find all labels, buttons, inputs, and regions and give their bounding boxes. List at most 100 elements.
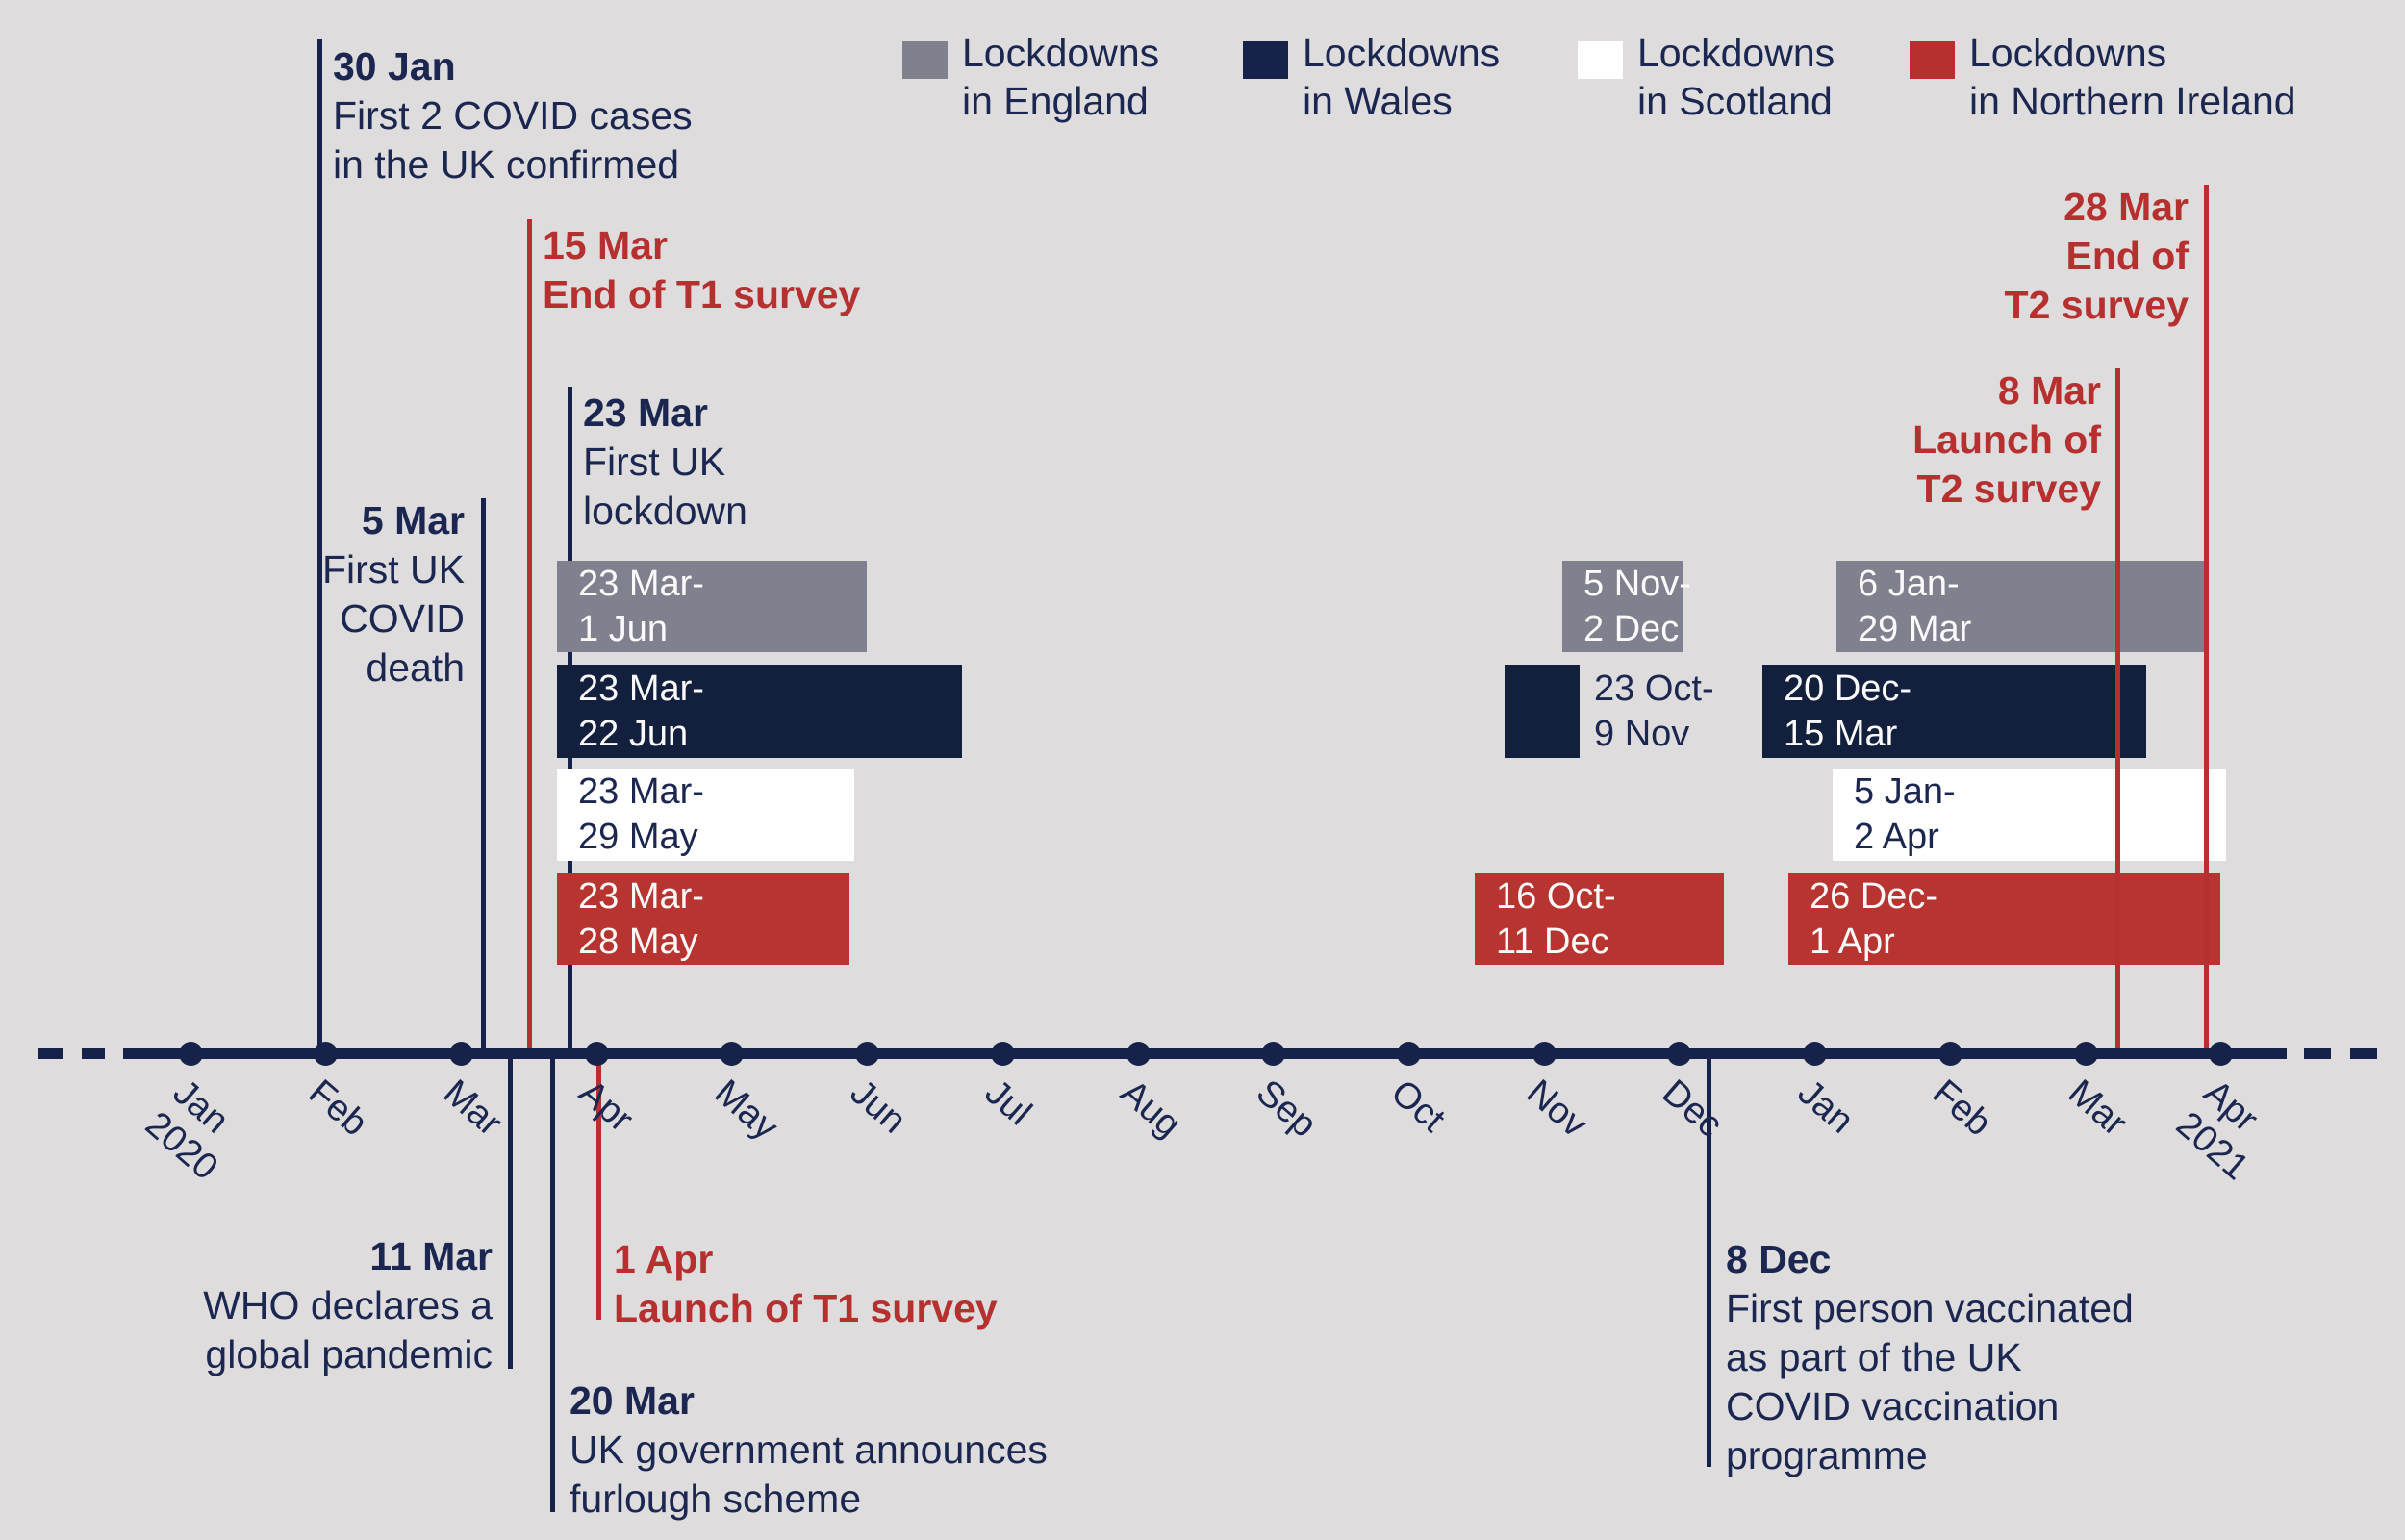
month-label-sep: Sep — [1248, 1072, 1325, 1146]
event-text-line: T2 survey — [2004, 283, 2189, 327]
axis-dash — [2350, 1048, 2377, 1059]
bar-label-line: 23 Mar- — [578, 668, 704, 709]
axis-dash — [82, 1048, 105, 1059]
event-text-line: as part of the UK — [1726, 1335, 2022, 1379]
month-label-jul: Jul — [976, 1072, 1040, 1134]
event-line-t1-launch — [596, 1059, 601, 1320]
bar-label-line: 11 Dec — [1496, 921, 1609, 962]
event-text-first-cases: 30 Jan First 2 COVID cases in the UK confi… — [333, 42, 693, 189]
lockdown-bar-northern-ireland-2: 26 Dec- 1 Apr — [1788, 873, 2220, 965]
bar-label-line: 23 Mar- — [578, 771, 704, 812]
lockdown-bar-england-1: 5 Nov- 2 Dec — [1562, 561, 1691, 652]
event-text-line: UK government announces — [570, 1427, 1048, 1472]
month-dot-mar — [2074, 1042, 2098, 1066]
month-label-may: May — [706, 1072, 786, 1149]
bar-label-line: 23 Mar- — [578, 875, 704, 917]
bar-label-line: 20 Dec- — [1784, 668, 1912, 709]
event-line-furlough — [550, 1059, 555, 1512]
event-text-line: End of T1 survey — [543, 272, 861, 316]
event-text-line: furlough scheme — [570, 1477, 862, 1521]
month-dot-feb — [314, 1042, 338, 1066]
bar-label-line: 6 Jan- — [1858, 563, 1960, 604]
event-text-line: Launch of — [1912, 417, 2101, 462]
event-line-t1-end — [527, 219, 532, 1048]
event-text-line: Launch of T1 survey — [614, 1286, 998, 1330]
event-text-t2-end: 28 Mar End of T2 survey — [2005, 183, 2189, 330]
bar-label-line: 15 Mar — [1784, 713, 1898, 754]
event-text-first-death: 5 Mar First UK COVID death — [322, 496, 465, 693]
month-dot-mar — [449, 1042, 473, 1066]
month-dot-jul — [991, 1042, 1015, 1066]
lockdown-bar-england-0: 23 Mar- 1 Jun — [557, 561, 867, 652]
event-date: 28 Mar — [2063, 185, 2189, 229]
month-label-feb: Feb — [1924, 1072, 1999, 1145]
month-dot-sep — [1261, 1042, 1285, 1066]
event-line-vaccination — [1707, 1059, 1711, 1467]
event-text-line: First UK — [321, 547, 465, 592]
bar-label-line: 2 Dec — [1583, 608, 1680, 649]
event-text-line: COVID vaccination — [1726, 1384, 2060, 1428]
axis-dash — [2304, 1048, 2331, 1059]
lockdown-bar-scotland-0: 23 Mar- 29 May — [557, 769, 854, 861]
month-label-oct: Oct — [1382, 1072, 1453, 1141]
event-date: 11 Mar — [369, 1234, 493, 1278]
event-text-line: First person vaccinated — [1726, 1286, 2134, 1330]
month-label-jun: Jun — [842, 1072, 914, 1142]
bar-label-line: 5 Jan- — [1854, 771, 1956, 812]
event-date: 1 Apr — [614, 1237, 714, 1281]
lockdown-bar-scotland-1: 5 Jan- 2 Apr — [1833, 769, 2226, 861]
axis-dash — [38, 1048, 63, 1059]
event-line-first-death — [481, 498, 486, 1048]
legend-label-northern-ireland: Lockdowns in Northern Ireland — [1969, 31, 2296, 123]
bar-label-line: 29 May — [578, 817, 698, 857]
event-date: 15 Mar — [543, 223, 668, 267]
event-text-first-lockdown: 23 Mar First UK lockdown — [583, 389, 747, 536]
month-label-jan-2020: Jan 2020 — [137, 1072, 237, 1189]
lockdown-bar-northern-ireland-0: 23 Mar- 28 May — [557, 873, 849, 965]
event-line-t2-end — [2204, 185, 2209, 1048]
bar-label-line: 2 Apr — [1854, 817, 1939, 857]
event-text-line: First UK — [583, 440, 726, 484]
bar-label-line: 23 Oct- — [1594, 668, 1714, 709]
event-text-vaccination: 8 Dec First person vaccinated as part of t… — [1726, 1235, 2134, 1480]
bar-label-line: 28 May — [578, 921, 698, 962]
month-dot-jan-2020 — [179, 1042, 203, 1066]
month-dot-jun — [855, 1042, 879, 1066]
lockdown-bar-wales-1 — [1505, 665, 1580, 758]
month-dot-feb — [1938, 1042, 1962, 1066]
month-label-jan: Jan — [1789, 1072, 1861, 1142]
month-label-feb: Feb — [300, 1072, 375, 1145]
month-dot-may — [720, 1042, 744, 1066]
legend-label-england: Lockdowns in England — [962, 31, 1160, 123]
bar-label-line: 22 Jun — [578, 713, 689, 754]
event-line-first-cases — [317, 39, 322, 1048]
event-date: 5 Mar — [361, 498, 465, 543]
event-text-line: First 2 COVID cases — [333, 93, 693, 138]
bar-label-line: 1 Jun — [578, 608, 668, 649]
bar-label-line: 26 Dec- — [1810, 875, 1938, 917]
bar-label-line: 1 Apr — [1810, 921, 1895, 962]
lockdown-bar-wales-2: 20 Dec- 15 Mar — [1762, 665, 2146, 758]
event-text-furlough: 20 Mar UK government announces furlough sc… — [570, 1376, 1048, 1524]
month-dot-dec — [1667, 1042, 1691, 1066]
legend-label-scotland: Lockdowns in Scotland — [1637, 31, 1835, 123]
event-date: 8 Mar — [1997, 368, 2101, 413]
lockdown-bar-wales-0: 23 Mar- 22 Jun — [557, 665, 962, 758]
month-dot-oct — [1397, 1042, 1421, 1066]
month-label-apr: Apr — [570, 1072, 641, 1141]
bar-label-line: 23 Mar- — [578, 563, 704, 604]
bar-label-line: 29 Mar — [1858, 608, 1972, 649]
event-line-who-pandemic — [508, 1059, 513, 1369]
legend-swatch-northern-ireland — [1910, 41, 1955, 79]
event-text-who-pandemic: 11 Mar WHO declares a global pandemic — [203, 1232, 493, 1379]
month-label-dec: Dec — [1654, 1072, 1731, 1146]
month-dot-jan — [1803, 1042, 1827, 1066]
bar-label-line: 9 Nov — [1594, 713, 1690, 754]
event-text-t1-launch: 1 Apr Launch of T1 survey — [614, 1235, 998, 1333]
lockdown-bar-northern-ireland-1: 16 Oct- 11 Dec — [1475, 873, 1724, 965]
event-text-line: in the UK confirmed — [333, 142, 680, 187]
month-dot-aug — [1127, 1042, 1151, 1066]
event-line-t2-launch — [2115, 368, 2120, 1048]
month-dot-apr-2021 — [2209, 1042, 2233, 1066]
